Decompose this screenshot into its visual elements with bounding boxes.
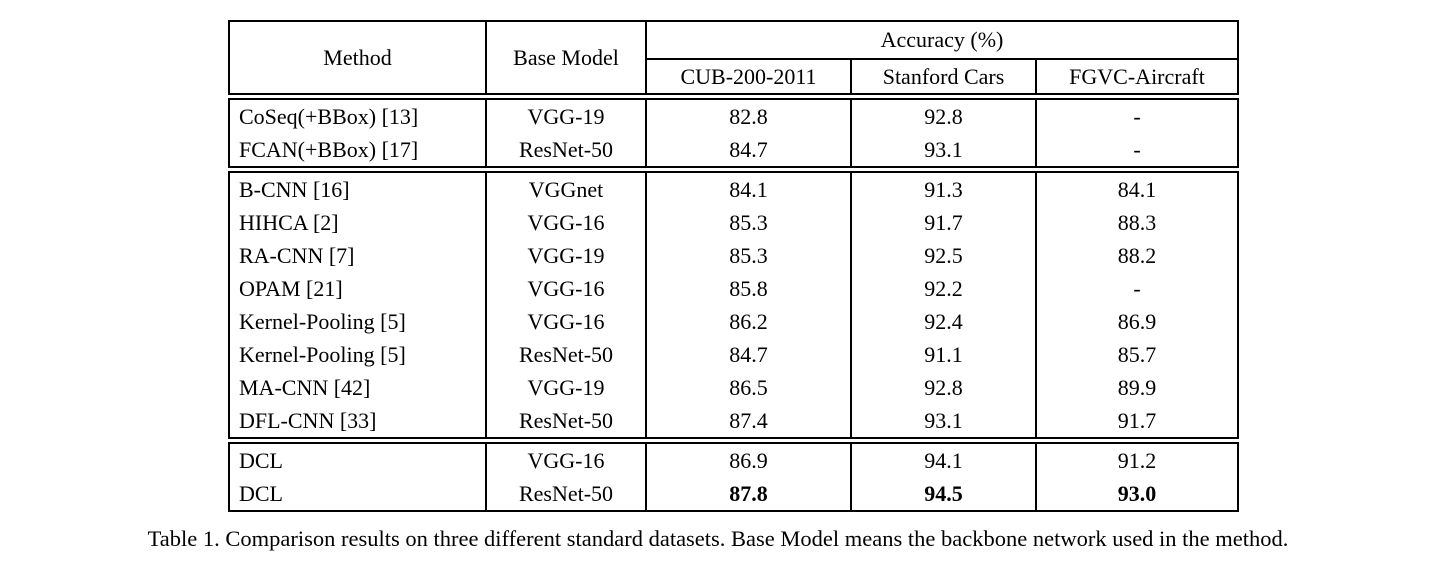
table-row: Kernel-Pooling [5] ResNet-50 84.7 91.1 85.7	[228, 338, 1239, 371]
aircraft-accuracy-cell: 93.0	[1035, 477, 1239, 511]
table-caption: Table 1. Comparison results on three dif…	[147, 526, 1289, 551]
method-cell: DCL	[228, 440, 487, 477]
header-base-model: Base Model	[485, 21, 647, 97]
table-group: DCL VGG-16 86.9 94.1 91.2 DCL ResNet-50 87.8 94.…	[228, 440, 1239, 511]
cars-accuracy-cell: 92.8	[850, 96, 1037, 133]
aircraft-accuracy-cell: 88.3	[1035, 206, 1239, 239]
table-row: Kernel-Pooling [5] VGG-16 86.2 92.4 86.9	[228, 305, 1239, 338]
base-model-cell: VGG-19	[485, 96, 647, 133]
cub-accuracy-cell: 87.8	[645, 477, 852, 511]
table-row: DFL-CNN [33] ResNet-50 87.4 93.1 91.7	[228, 404, 1239, 441]
base-model-cell: ResNet-50	[485, 477, 647, 511]
method-cell: CoSeq(+BBox) [13]	[228, 96, 487, 133]
method-cell: OPAM [21]	[228, 272, 487, 305]
cub-accuracy-cell: 86.9	[645, 440, 852, 477]
results-table: Method Base Model Accuracy (%) CUB-200-2…	[228, 20, 1239, 512]
cars-accuracy-cell: 94.5	[850, 477, 1037, 511]
cars-accuracy-cell: 91.1	[850, 338, 1037, 371]
cars-accuracy-cell: 93.1	[850, 404, 1037, 441]
header-dataset-cub: CUB-200-2011	[645, 59, 852, 97]
method-cell: Kernel-Pooling [5]	[228, 305, 487, 338]
aircraft-accuracy-cell: -	[1035, 272, 1239, 305]
base-model-cell: VGG-16	[485, 440, 647, 477]
header-row-datasets: CUB-200-2011 Stanford Cars FGVC-Aircraft	[229, 59, 1239, 97]
cub-accuracy-cell: 84.7	[645, 133, 852, 170]
cub-accuracy-cell: 87.4	[645, 404, 852, 441]
base-model-cell: ResNet-50	[485, 404, 647, 441]
cars-accuracy-cell: 94.1	[850, 440, 1037, 477]
table-group: B-CNN [16] VGGnet 84.1 91.3 84.1 HIHCA [2] VGG…	[228, 169, 1239, 441]
aircraft-accuracy-cell: 89.9	[1035, 371, 1239, 404]
table-group: CoSeq(+BBox) [13] VGG-19 82.8 92.8- FCAN(+BB…	[228, 96, 1239, 170]
table-row: B-CNN [16] VGGnet 84.1 91.3 84.1	[228, 169, 1239, 206]
cub-accuracy-cell: 84.1	[645, 169, 852, 206]
method-cell: RA-CNN [7]	[228, 239, 487, 272]
cars-accuracy-cell: 92.2	[850, 272, 1037, 305]
method-cell: HIHCA [2]	[228, 206, 487, 239]
cub-accuracy-cell: 84.7	[645, 338, 852, 371]
method-cell: B-CNN [16]	[228, 169, 487, 206]
base-model-cell: VGGnet	[485, 169, 647, 206]
table-header: Method Base Model Accuracy (%) CUB-200-2…	[228, 21, 1239, 97]
base-model-cell: VGG-19	[485, 371, 647, 404]
table-row: DCL VGG-16 86.9 94.1 91.2	[228, 440, 1239, 477]
aircraft-accuracy-cell: 91.7	[1035, 404, 1239, 441]
cub-accuracy-cell: 82.8	[645, 96, 852, 133]
cub-accuracy-cell: 85.3	[645, 239, 852, 272]
cars-accuracy-cell: 92.8	[850, 371, 1037, 404]
aircraft-accuracy-cell: 91.2	[1035, 440, 1239, 477]
header-dataset-cars: Stanford Cars	[850, 59, 1037, 97]
cub-accuracy-cell: 85.8	[645, 272, 852, 305]
header-dataset-aircraft: FGVC-Aircraft	[1035, 59, 1239, 97]
cub-accuracy-cell: 86.2	[645, 305, 852, 338]
table-row: FCAN(+BBox) [17] ResNet-50 84.7 93.1-	[228, 133, 1239, 170]
table-row: DCL ResNet-50 87.8 94.5 93.0	[228, 477, 1239, 511]
cars-accuracy-cell: 91.7	[850, 206, 1037, 239]
table-row: MA-CNN [42] VGG-19 86.5 92.8 89.9	[228, 371, 1239, 404]
table-row: CoSeq(+BBox) [13] VGG-19 82.8 92.8-	[228, 96, 1239, 133]
base-model-cell: VGG-16	[485, 305, 647, 338]
aircraft-accuracy-cell: -	[1035, 96, 1239, 133]
base-model-cell: ResNet-50	[485, 338, 647, 371]
cars-accuracy-cell: 91.3	[850, 169, 1037, 206]
aircraft-accuracy-cell: 84.1	[1035, 169, 1239, 206]
method-cell: Kernel-Pooling [5]	[228, 338, 487, 371]
table-row: HIHCA [2] VGG-16 85.3 91.7 88.3	[228, 206, 1239, 239]
table-row: RA-CNN [7] VGG-19 85.3 92.5 88.2	[228, 239, 1239, 272]
base-model-cell: VGG-16	[485, 206, 647, 239]
header-accuracy-group: Accuracy (%)	[645, 21, 1239, 60]
base-model-cell: VGG-16	[485, 272, 647, 305]
method-cell: MA-CNN [42]	[228, 371, 487, 404]
header-method: Method	[228, 21, 487, 97]
method-cell: DFL-CNN [33]	[228, 404, 487, 441]
cub-accuracy-cell: 85.3	[645, 206, 852, 239]
method-cell: DCL	[228, 477, 487, 511]
table-row: OPAM [21] VGG-16 85.8 92.2-	[228, 272, 1239, 305]
aircraft-accuracy-cell: 85.7	[1035, 338, 1239, 371]
aircraft-accuracy-cell: 88.2	[1035, 239, 1239, 272]
aircraft-accuracy-cell: -	[1035, 133, 1239, 170]
method-cell: FCAN(+BBox) [17]	[228, 133, 487, 170]
cars-accuracy-cell: 93.1	[850, 133, 1037, 170]
base-model-cell: ResNet-50	[485, 133, 647, 170]
header-row-top: Method Base Model Accuracy (%)	[228, 21, 1239, 97]
cars-accuracy-cell: 92.5	[850, 239, 1037, 272]
base-model-cell: VGG-19	[485, 239, 647, 272]
aircraft-accuracy-cell: 86.9	[1035, 305, 1239, 338]
cars-accuracy-cell: 92.4	[850, 305, 1037, 338]
cub-accuracy-cell: 86.5	[645, 371, 852, 404]
